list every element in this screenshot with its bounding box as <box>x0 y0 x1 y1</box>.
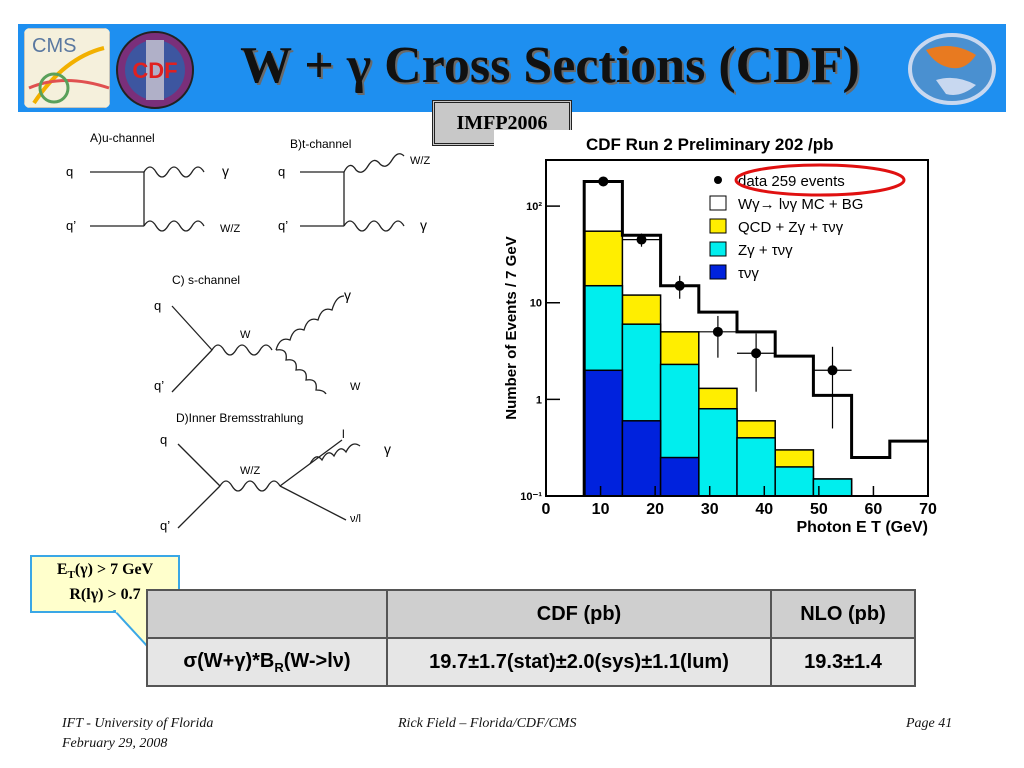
data-point <box>598 176 609 187</box>
cdf-logo-text: CDF <box>132 58 177 83</box>
diagram-b-label: B)t-channel <box>290 137 351 151</box>
cuts-callout: ET(γ) > 7 GeV R(lγ) > 0.7 <box>30 555 180 613</box>
y-tick-label: 10² <box>526 201 542 213</box>
ift-logo <box>908 33 996 105</box>
x-axis-label: Photon E T (GeV) <box>796 519 928 536</box>
x-tick-label: 40 <box>755 501 773 518</box>
data-point <box>827 365 838 376</box>
legend-marker <box>709 241 727 257</box>
table-row-label: σ(W+γ)*BR(W->lν) <box>146 637 388 687</box>
histogram-bar <box>698 407 738 497</box>
diagram-d-label: D)Inner Bremsstrahlung <box>176 411 303 425</box>
histogram-bar <box>659 456 700 497</box>
data-point <box>674 280 685 291</box>
diagram-b-q: q <box>278 164 285 179</box>
legend-label: Wγ→ lνγ MC + BG <box>738 196 863 213</box>
x-tick-label: 70 <box>919 501 937 518</box>
diagram-a-qprime: q’ <box>66 218 76 233</box>
callout-line-2: R(lγ) > 0.7 <box>69 586 141 604</box>
legend-marker <box>709 218 727 234</box>
feynman-diagrams: A)u-channel q q’ γ W/Z B)t-channel q q’ … <box>66 131 430 533</box>
footer-date: February 29, 2008 <box>62 736 168 751</box>
y-axis-label: Number of Events / 7 GeV <box>503 236 520 419</box>
histogram-bar <box>736 437 776 497</box>
diagram-c-label: C) s-channel <box>172 273 240 287</box>
footer-author: Rick Field – Florida/CDF/CMS <box>398 716 577 731</box>
histogram-bar <box>774 466 815 497</box>
x-tick-label: 10 <box>592 501 610 518</box>
diagram-d-l: l <box>342 427 345 441</box>
x-tick-label: 60 <box>865 501 883 518</box>
diagram-d-wz: W/Z <box>240 465 260 477</box>
table-header-cell: NLO (pb) <box>770 589 916 639</box>
slide-title: W + γ Cross Sections (CDF) <box>240 37 860 94</box>
legend-label: QCD + Zγ + τνγ <box>738 219 844 236</box>
y-tick-label: 1 <box>536 394 542 406</box>
callout-line-1: ET(γ) > 7 GeV <box>56 561 154 582</box>
diagram-c-gamma: γ <box>344 287 351 303</box>
diagram-d-qprime: q’ <box>160 518 170 533</box>
diagram-a-q: q <box>66 164 73 179</box>
chart-legend: data 259 events Wγ→ lνγ MC + BG QCD + Zγ +… <box>709 173 863 282</box>
highlight-ellipse <box>734 163 906 197</box>
diagram-b-gamma: γ <box>420 217 427 233</box>
legend-label: Zγ + τνγ <box>738 242 793 259</box>
legend-marker <box>709 264 727 280</box>
cdf-value: 19.7±1.7(stat)±2.0(sys)±1.1(lum) <box>386 637 772 687</box>
diagram-c-q: q <box>154 298 161 313</box>
data-point <box>712 326 723 337</box>
footer-institution: IFT - University of Florida <box>62 716 214 731</box>
footer-page: Page 41 <box>906 716 953 731</box>
diagram-b-qprime: q’ <box>278 218 288 233</box>
photon-et-histogram: CDF Run 2 Preliminary 202 /pb 0 10 20 30 40 5… <box>494 130 944 546</box>
x-tick-label: 20 <box>646 501 664 518</box>
table-header-row: CDF (pb) NLO (pb) <box>146 589 916 639</box>
diagram-a-boson: W/Z <box>220 223 240 235</box>
plot-frame <box>545 159 929 497</box>
chart-title: CDF Run 2 Preliminary 202 /pb <box>586 135 834 154</box>
legend-label: τνγ <box>738 265 759 282</box>
diagram-b-boson: W/Z <box>410 155 430 167</box>
legend-label: data 259 events <box>738 173 845 190</box>
y-tick-label: 10⁻¹ <box>520 491 542 503</box>
legend-marker <box>709 195 727 211</box>
legend-marker <box>714 176 722 184</box>
data-point <box>751 348 762 359</box>
table-row: σ(W+γ)*BR(W->lν) 19.7±1.7(stat)±2.0(sys)… <box>146 637 916 687</box>
cdf-logo: CDF <box>116 31 194 109</box>
diagram-d-nu: ν/l <box>350 513 361 525</box>
histogram-bar <box>583 369 624 497</box>
diagram-d-gamma: γ <box>384 441 391 457</box>
nlo-value: 19.3±1.4 <box>770 637 916 687</box>
diagram-d-q: q <box>160 432 167 447</box>
cms-logo: CMS <box>24 28 110 108</box>
cms-logo-text: CMS <box>32 35 76 57</box>
results-table: CDF (pb) NLO (pb) σ(W+γ)*BR(W->lν) 19.7±… <box>146 589 916 687</box>
diagram-a-label: A)u-channel <box>90 131 155 145</box>
table-header-cell <box>146 589 388 639</box>
histogram-bar <box>621 420 662 497</box>
y-tick-label: 10 <box>530 298 542 310</box>
x-tick-label: 30 <box>701 501 719 518</box>
x-tick-label: 50 <box>810 501 828 518</box>
table-header-cell: CDF (pb) <box>386 589 772 639</box>
data-point <box>636 234 647 245</box>
diagram-c-w-out: W <box>350 381 361 393</box>
diagram-a-gamma: γ <box>222 163 229 179</box>
diagram-c-qprime: q’ <box>154 378 164 393</box>
x-tick-label: 0 <box>542 501 551 518</box>
diagram-c-w-mid: W <box>240 329 251 341</box>
